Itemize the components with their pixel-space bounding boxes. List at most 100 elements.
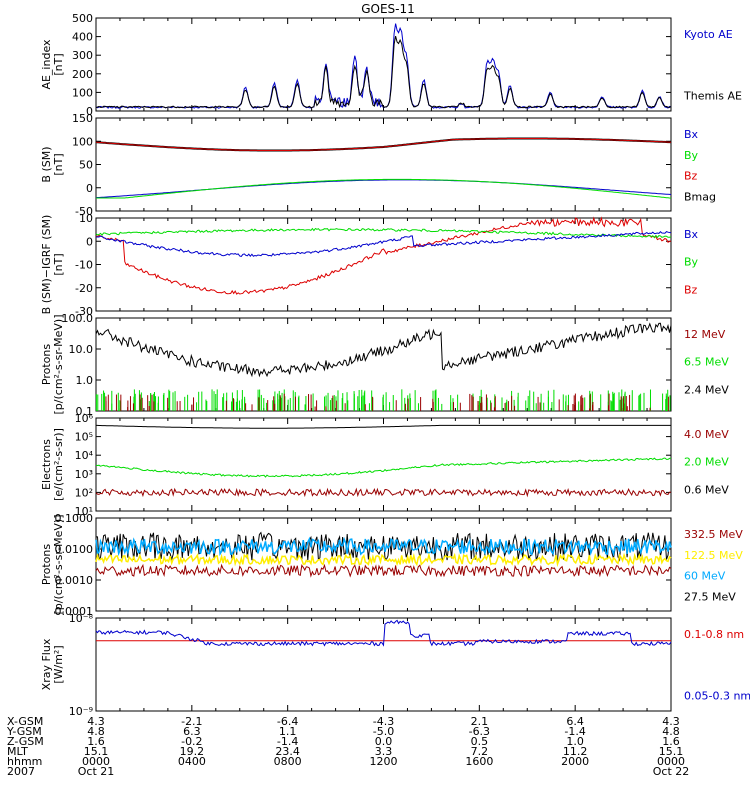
series-by <box>96 178 672 199</box>
legend-entry: Kyoto AE <box>684 28 733 41</box>
y-tick-label: 300 <box>72 49 93 62</box>
series-bx <box>95 230 672 258</box>
series-bz <box>95 216 672 295</box>
series-0-05-0-3nm <box>95 619 672 647</box>
panel-2: -50 0 50 100 150 B (SM) [nT] Bx By Bz Bmag <box>40 112 716 218</box>
y-tick-label: 10⁶ <box>75 412 94 425</box>
orbit-row-label: MLT <box>7 745 28 758</box>
series-0-6mev <box>96 424 671 429</box>
orbit-cell: 2.1 <box>471 715 489 728</box>
panel-frame <box>95 417 672 512</box>
orbit-cell: 23.4 <box>275 745 300 758</box>
y-tick-label: 50 <box>79 159 93 172</box>
chart-title: GOES-11 <box>361 2 415 16</box>
y-tick-label: 10⁵ <box>75 431 93 444</box>
series-bmag <box>95 137 672 152</box>
y-tick-label: -50 <box>75 205 93 218</box>
y-axis-label: Protons <box>40 344 53 385</box>
series-27-5mev <box>96 531 672 562</box>
y-tick-label: 100.0 <box>62 312 94 325</box>
orbit-cell: Oct 21 <box>78 765 115 778</box>
orbit-cell: 4.8 <box>662 725 680 738</box>
orbit-cell: Oct 22 <box>653 765 690 778</box>
orbit-cell: 3.3 <box>375 745 393 758</box>
y-tick-label: -30 <box>75 305 93 318</box>
series-60mev <box>95 536 672 557</box>
orbit-row-label: X-GSM <box>7 715 43 728</box>
orbit-cell: 6.4 <box>566 715 584 728</box>
y-tick-label: 400 <box>72 31 93 44</box>
y-tick-label: 0.0100 <box>55 543 94 556</box>
series-2-4mev <box>95 322 672 378</box>
legend-entry: By <box>684 256 699 269</box>
series-122-5mev <box>95 552 672 568</box>
series-themis-ae <box>95 35 672 109</box>
y-axis-label: [p/(cm²-s-sr-MeV)] <box>52 515 65 615</box>
series-kyoto-ae <box>95 23 672 109</box>
orbit-cell: 1.0 <box>566 735 584 748</box>
orbit-cell: 1.6 <box>87 735 105 748</box>
series-332-5mev <box>95 563 672 578</box>
y-tick-label: 500 <box>72 12 93 25</box>
y-axis-label: [e/(cm²-s-sr)] <box>52 428 65 501</box>
y-tick-label: 100 <box>72 135 93 148</box>
legend-entry: 2.0 MeV <box>684 456 729 469</box>
y-axis-label: AE_index <box>40 39 53 90</box>
legend-entry: 122.5 MeV <box>684 549 743 562</box>
y-tick-label: 0 <box>86 105 93 118</box>
y-tick-label: 0.0010 <box>55 574 94 587</box>
y-axis-label: [nT] <box>52 153 65 175</box>
y-tick-label: 1.0 <box>76 374 94 387</box>
orbit-cell: 1600 <box>465 755 493 768</box>
orbit-cell: 0.5 <box>471 735 489 748</box>
legend-entry: 0.6 MeV <box>684 483 729 496</box>
legend-entry: Bz <box>684 170 698 183</box>
y-tick-label: 10² <box>75 486 93 499</box>
y-axis-label: [p/(cm²-s-sr-MeV)] <box>52 315 65 415</box>
y-tick-label: -10 <box>75 259 93 272</box>
series-bz <box>95 138 672 151</box>
y-tick-label: 10⁻⁸ <box>69 612 94 625</box>
panel-frame <box>95 617 672 712</box>
orbit-cell: 6.3 <box>183 725 201 738</box>
orbit-cell: 4.3 <box>87 715 105 728</box>
legend-entry: 0.1-0.8 nm <box>684 628 744 641</box>
orbit-cell: -0.2 <box>181 735 202 748</box>
panel-3: -30 -20 -10 0 10 B (SM)−IGRF (SM) [nT] Bx By Bz <box>40 212 699 318</box>
orbit-cell: -4.3 <box>373 715 394 728</box>
panel-4: 0.1 1.0 10.0 100.0 Protons [p/(cm²-s-sr-MeV)]… <box>40 312 729 418</box>
y-axis-label: Xray Flux <box>40 638 53 690</box>
orbit-cell: 2000 <box>561 755 589 768</box>
y-axis-label: Protons <box>40 544 53 585</box>
legend-entry: 0.05-0.3 nm <box>684 690 750 703</box>
orbit-cell: -1.4 <box>277 735 298 748</box>
orbit-cell: -2.1 <box>181 715 202 728</box>
series-spikes-6-5mev <box>95 389 671 411</box>
orbit-cell: 15.1 <box>84 745 109 758</box>
legend-entry: Bx <box>684 128 699 141</box>
panel-frame <box>95 517 672 612</box>
legend-entry: Bx <box>684 228 699 241</box>
legend-entry: 6.5 MeV <box>684 356 729 369</box>
y-axis-label: [W/m²] <box>52 645 65 683</box>
legend-entry: 60 MeV <box>684 570 726 583</box>
y-tick-label: 10.0 <box>69 343 94 356</box>
legend-entry: Bmag <box>684 190 716 203</box>
orbit-cell: 1.1 <box>279 725 297 738</box>
orbit-cell: 4.8 <box>87 725 105 738</box>
y-tick-label: 0.1000 <box>55 512 94 525</box>
legend-entry: Themis AE <box>683 90 742 103</box>
y-tick-label: 0 <box>86 182 93 195</box>
panel-frame <box>95 217 672 312</box>
series-by <box>95 227 672 239</box>
y-tick-label: 10⁻⁹ <box>69 705 93 718</box>
orbit-cell: 15.1 <box>659 745 684 758</box>
y-tick-label: 0 <box>86 235 93 248</box>
y-axis-label: [nT] <box>52 253 65 275</box>
y-tick-label: 10⁴ <box>75 449 94 462</box>
panel-5: 10¹ 10² 10³ 10⁴ 10⁵ 10⁶ Electrons [e/(cm²-s-sr)… <box>40 412 729 518</box>
y-tick-label: 100 <box>72 86 93 99</box>
y-tick-label: 10³ <box>75 468 93 481</box>
legend-entry: By <box>684 149 699 162</box>
legend-entry: 332.5 MeV <box>684 528 743 541</box>
